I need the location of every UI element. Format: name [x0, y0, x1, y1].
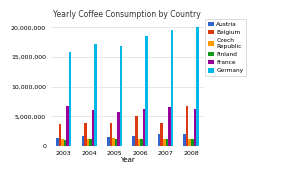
Bar: [183, 134, 186, 146]
Bar: [82, 136, 84, 146]
Bar: [84, 123, 87, 146]
Bar: [110, 123, 112, 146]
Bar: [115, 139, 117, 146]
Bar: [186, 106, 188, 146]
Bar: [171, 30, 173, 146]
Bar: [145, 36, 148, 146]
X-axis label: Year: Year: [120, 157, 135, 163]
Bar: [112, 138, 115, 146]
Bar: [191, 139, 194, 146]
Bar: [69, 52, 71, 146]
Bar: [194, 109, 196, 146]
Bar: [166, 139, 168, 146]
Bar: [56, 138, 59, 146]
Bar: [132, 136, 135, 146]
Bar: [117, 112, 120, 146]
Bar: [196, 27, 199, 146]
Bar: [138, 139, 140, 146]
Bar: [107, 137, 110, 146]
Bar: [92, 110, 94, 146]
Bar: [120, 46, 122, 146]
Bar: [140, 139, 143, 146]
Bar: [163, 139, 166, 146]
Bar: [168, 107, 171, 146]
Bar: [87, 139, 89, 146]
Bar: [94, 44, 97, 146]
Bar: [135, 116, 138, 146]
Legend: Austria, Belgium, Czech
Republic, Finland, France, Germany: Austria, Belgium, Czech Republic, Finlan…: [205, 19, 246, 76]
Bar: [143, 109, 145, 146]
Bar: [66, 106, 69, 146]
Bar: [64, 140, 66, 146]
Bar: [160, 123, 163, 146]
Bar: [59, 124, 61, 146]
Bar: [89, 139, 92, 146]
Title: Yearly Coffee Consumption by Country: Yearly Coffee Consumption by Country: [53, 10, 201, 19]
Bar: [61, 139, 64, 146]
Bar: [188, 139, 191, 146]
Bar: [158, 134, 160, 146]
